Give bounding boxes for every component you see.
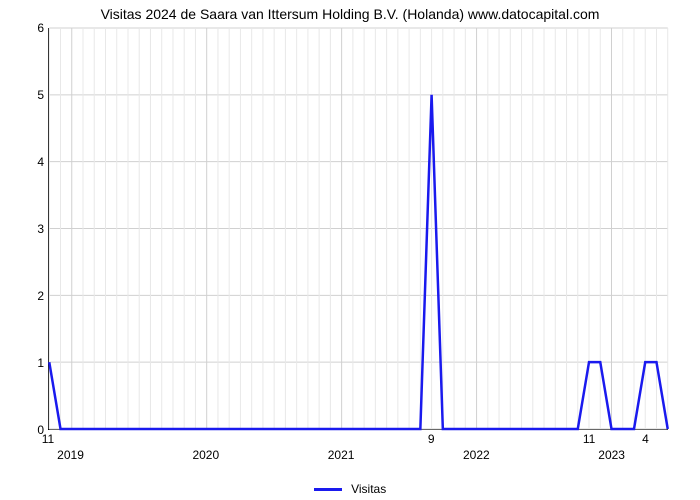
y-tick: 1 <box>24 356 44 370</box>
legend-label: Visitas <box>351 482 386 496</box>
x-tick-month: 9 <box>428 432 435 446</box>
x-tick-year: 2019 <box>57 448 84 462</box>
chart-title: Visitas 2024 de Saara van Ittersum Holdi… <box>0 6 700 22</box>
y-tick: 2 <box>24 289 44 303</box>
legend-swatch <box>314 488 342 491</box>
x-tick-year: 2021 <box>328 448 355 462</box>
x-tick-year: 2022 <box>463 448 490 462</box>
x-tick-year: 2023 <box>598 448 625 462</box>
y-tick: 6 <box>24 21 44 35</box>
series-svg <box>49 28 668 429</box>
plot-area <box>48 28 668 430</box>
x-tick-month: 11 <box>583 432 595 446</box>
x-tick-month: 11 <box>42 432 54 446</box>
y-tick: 4 <box>24 155 44 169</box>
chart-container: Visitas 2024 de Saara van Ittersum Holdi… <box>0 0 700 500</box>
x-tick-year: 2020 <box>192 448 219 462</box>
y-tick: 3 <box>24 222 44 236</box>
y-tick: 5 <box>24 88 44 102</box>
legend: Visitas <box>0 482 700 496</box>
x-tick-month: 4 <box>642 432 649 446</box>
